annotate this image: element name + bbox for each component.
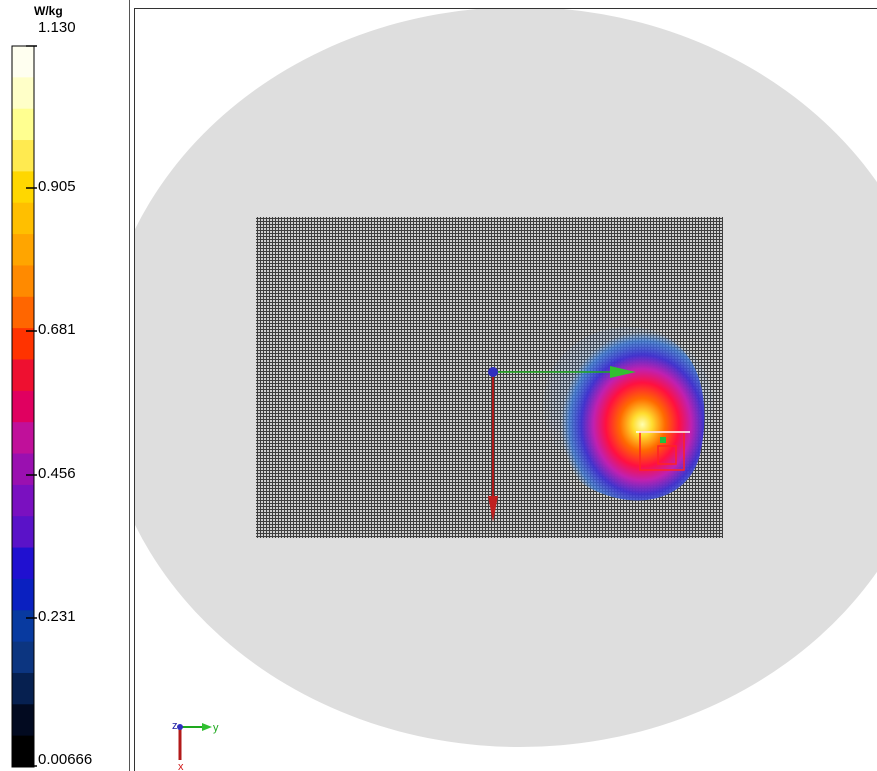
3d-viewport[interactable]: z y x xyxy=(135,9,877,771)
color-band xyxy=(12,672,34,705)
color-band xyxy=(12,390,34,423)
color-band xyxy=(12,422,34,455)
color-bar-frame xyxy=(11,45,35,768)
viewport-border-left xyxy=(134,8,135,771)
tick-label-max: 1.130 xyxy=(38,19,76,36)
color-band xyxy=(12,328,34,360)
tick-label-3: 0.681 xyxy=(38,321,76,338)
triad-z-axis xyxy=(177,724,183,730)
viewport-border-top xyxy=(134,8,877,9)
color-band xyxy=(12,234,34,266)
color-band xyxy=(12,484,34,517)
tick-label-4: 0.456 xyxy=(38,465,76,482)
color-scale-legend: W/kg 1.130 0.905 0.681 0.456 0.231 0.006… xyxy=(0,0,128,771)
color-band xyxy=(12,202,34,235)
color-band xyxy=(12,171,34,204)
color-band xyxy=(12,735,34,768)
color-band xyxy=(12,108,34,141)
color-band xyxy=(12,359,34,392)
color-band xyxy=(12,140,34,172)
color-band xyxy=(12,578,34,611)
color-band xyxy=(12,265,34,298)
color-band xyxy=(12,641,34,674)
color-band xyxy=(12,77,34,110)
tick-label-2: 0.905 xyxy=(38,178,76,195)
axis-x-arrowhead xyxy=(488,496,498,522)
color-band xyxy=(12,46,34,78)
orientation-triad: z y x xyxy=(172,720,219,771)
triad-y-label: y xyxy=(213,722,219,734)
triad-z-label: z xyxy=(172,720,178,732)
color-band xyxy=(12,547,34,580)
color-band xyxy=(12,516,34,549)
peak-marker xyxy=(660,437,666,443)
tick-label-min: 0.00666 xyxy=(38,751,93,768)
triad-x-label: x xyxy=(178,761,184,771)
sar-hotspot xyxy=(556,331,705,501)
color-band xyxy=(12,610,34,643)
panel-divider xyxy=(129,0,130,771)
peak-cube xyxy=(657,445,677,465)
axis-origin xyxy=(488,367,498,377)
unit-label: W/kg xyxy=(34,4,63,18)
triad-y-arrowhead xyxy=(202,723,212,731)
color-band xyxy=(12,704,34,737)
axis-y-arrowhead xyxy=(610,366,636,378)
color-scale-bar xyxy=(11,45,37,768)
color-band xyxy=(12,296,34,329)
tick-label-5: 0.231 xyxy=(38,608,76,625)
color-band xyxy=(12,453,34,486)
